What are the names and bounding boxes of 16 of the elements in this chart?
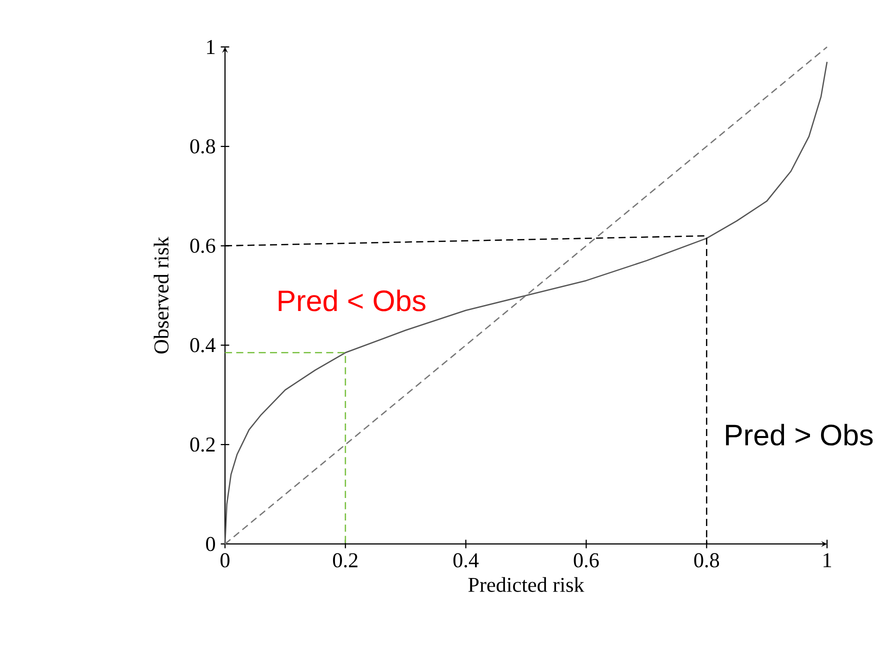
y-tick-label: 0 [206, 536, 216, 552]
x-tick-label: 0.4 [453, 553, 479, 568]
x-tick-label: 1 [824, 553, 832, 568]
y-axis-title: Observed risk [154, 236, 169, 354]
y-tick-label: 0.2 [190, 437, 215, 452]
annotation: Pred < Obs [278, 290, 426, 312]
y-tick-label: 0.4 [190, 338, 216, 352]
x-tick-label: 0 [220, 553, 230, 568]
x-axis-title: Predicted risk [468, 577, 584, 592]
x-tick-label: 0.6 [574, 553, 599, 568]
x-tick-label: 0.8 [694, 553, 720, 568]
y-tick-label: 0.6 [190, 238, 216, 253]
x-tick-label: 0.2 [333, 553, 358, 568]
y-tick-label: 0.8 [190, 139, 216, 154]
annotation: Pred > Obs [726, 424, 873, 446]
y-tick-label: 1 [207, 40, 215, 54]
